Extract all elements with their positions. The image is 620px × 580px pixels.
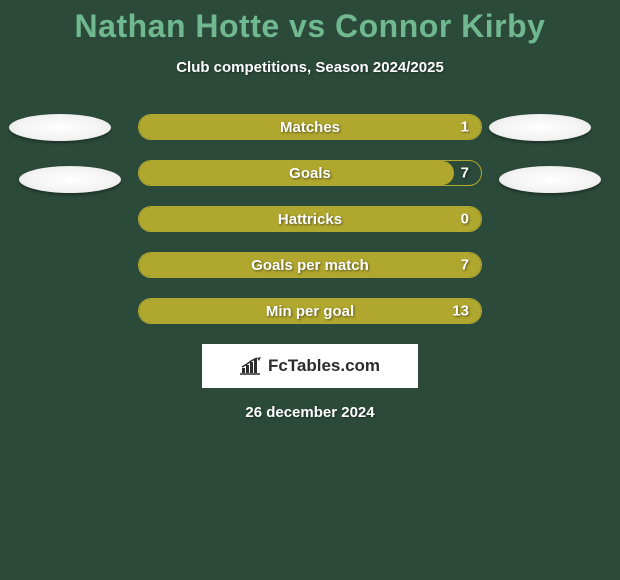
decorative-oval bbox=[9, 114, 111, 141]
stat-bar-value: 1 bbox=[461, 119, 469, 136]
brand-box: FcTables.com bbox=[202, 344, 418, 388]
date-text: 26 december 2024 bbox=[0, 404, 620, 421]
decorative-oval bbox=[499, 166, 601, 193]
stat-bar-row: Min per goal 13 bbox=[138, 298, 482, 324]
stat-bar-value: 13 bbox=[452, 303, 469, 320]
decorative-oval bbox=[19, 166, 121, 193]
brand-text: FcTables.com bbox=[268, 356, 380, 376]
stat-bar-value: 7 bbox=[461, 165, 469, 182]
stat-bars: Matches 1 Goals 7 Hattricks 0 Goals per match 7… bbox=[138, 114, 482, 324]
stat-bar-label: Hattricks bbox=[278, 211, 342, 228]
stat-bar-row: Goals per match 7 bbox=[138, 252, 482, 278]
stat-bar-row: Goals 7 bbox=[138, 160, 482, 186]
stat-bar-value: 7 bbox=[461, 257, 469, 274]
stat-bar-label: Matches bbox=[280, 119, 340, 136]
stat-bar-label: Goals per match bbox=[251, 257, 369, 274]
subtitle: Club competitions, Season 2024/2025 bbox=[0, 59, 620, 76]
content-area: Matches 1 Goals 7 Hattricks 0 Goals per match 7… bbox=[0, 114, 620, 421]
stat-bar-label: Min per goal bbox=[266, 303, 354, 320]
stat-bar-row: Hattricks 0 bbox=[138, 206, 482, 232]
stat-bar-value: 0 bbox=[461, 211, 469, 228]
decorative-oval bbox=[489, 114, 591, 141]
page-title: Nathan Hotte vs Connor Kirby bbox=[0, 0, 620, 45]
chart-icon bbox=[240, 357, 262, 375]
stat-bar-row: Matches 1 bbox=[138, 114, 482, 140]
stat-bar-label: Goals bbox=[289, 165, 331, 182]
